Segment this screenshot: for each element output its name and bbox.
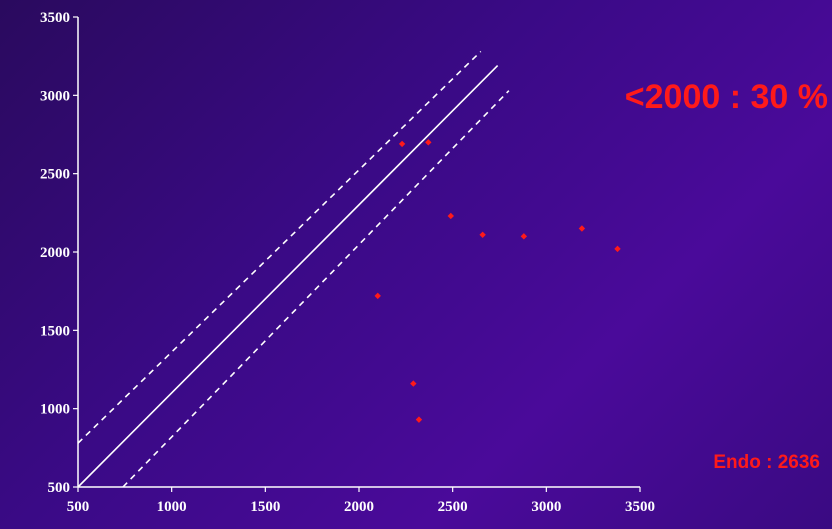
data-point: [425, 139, 432, 146]
data-points: [374, 139, 621, 423]
endo-annotation: Endo : 2636: [713, 452, 820, 473]
y-tick-label: 2000: [40, 245, 70, 261]
y-tick-label: 2500: [40, 167, 70, 183]
y-tick-label: 1500: [40, 323, 70, 339]
x-tick-label: 3000: [531, 499, 561, 515]
data-point: [410, 380, 417, 387]
data-point: [447, 212, 454, 220]
data-point: [520, 233, 528, 240]
y-tick-label: 3000: [40, 88, 70, 104]
data-point: [374, 292, 381, 300]
data-point: [479, 231, 486, 238]
data-point: [398, 140, 406, 148]
data-point: [415, 416, 423, 423]
x-tick-label: 3500: [625, 499, 655, 515]
y-tick-label: 1000: [40, 402, 70, 418]
identity-line: [77, 65, 499, 488]
x-tick-labels: 500 1000 1500 2000 2500 3000 3500: [67, 487, 655, 515]
percentage-annotation: <2000 : 30 %: [624, 78, 828, 116]
x-tick-label: 2500: [438, 499, 468, 515]
x-tick-label: 500: [67, 499, 90, 515]
x-tick-label: 1000: [157, 499, 187, 515]
axes: [77, 17, 640, 488]
x-tick-label: 2000: [344, 499, 374, 515]
data-point: [614, 245, 621, 253]
y-tick-label: 3500: [40, 10, 70, 26]
dashed-bound-line: [77, 50, 482, 444]
x-tick-label: 1500: [250, 499, 280, 515]
dashed-bound-line: [122, 90, 510, 488]
y-tick-label: 500: [48, 480, 71, 496]
reference-lines: [77, 50, 510, 488]
y-tick-labels: 500 1000 1500 2000 2500 3000 3500: [40, 10, 78, 496]
data-point: [578, 225, 586, 232]
